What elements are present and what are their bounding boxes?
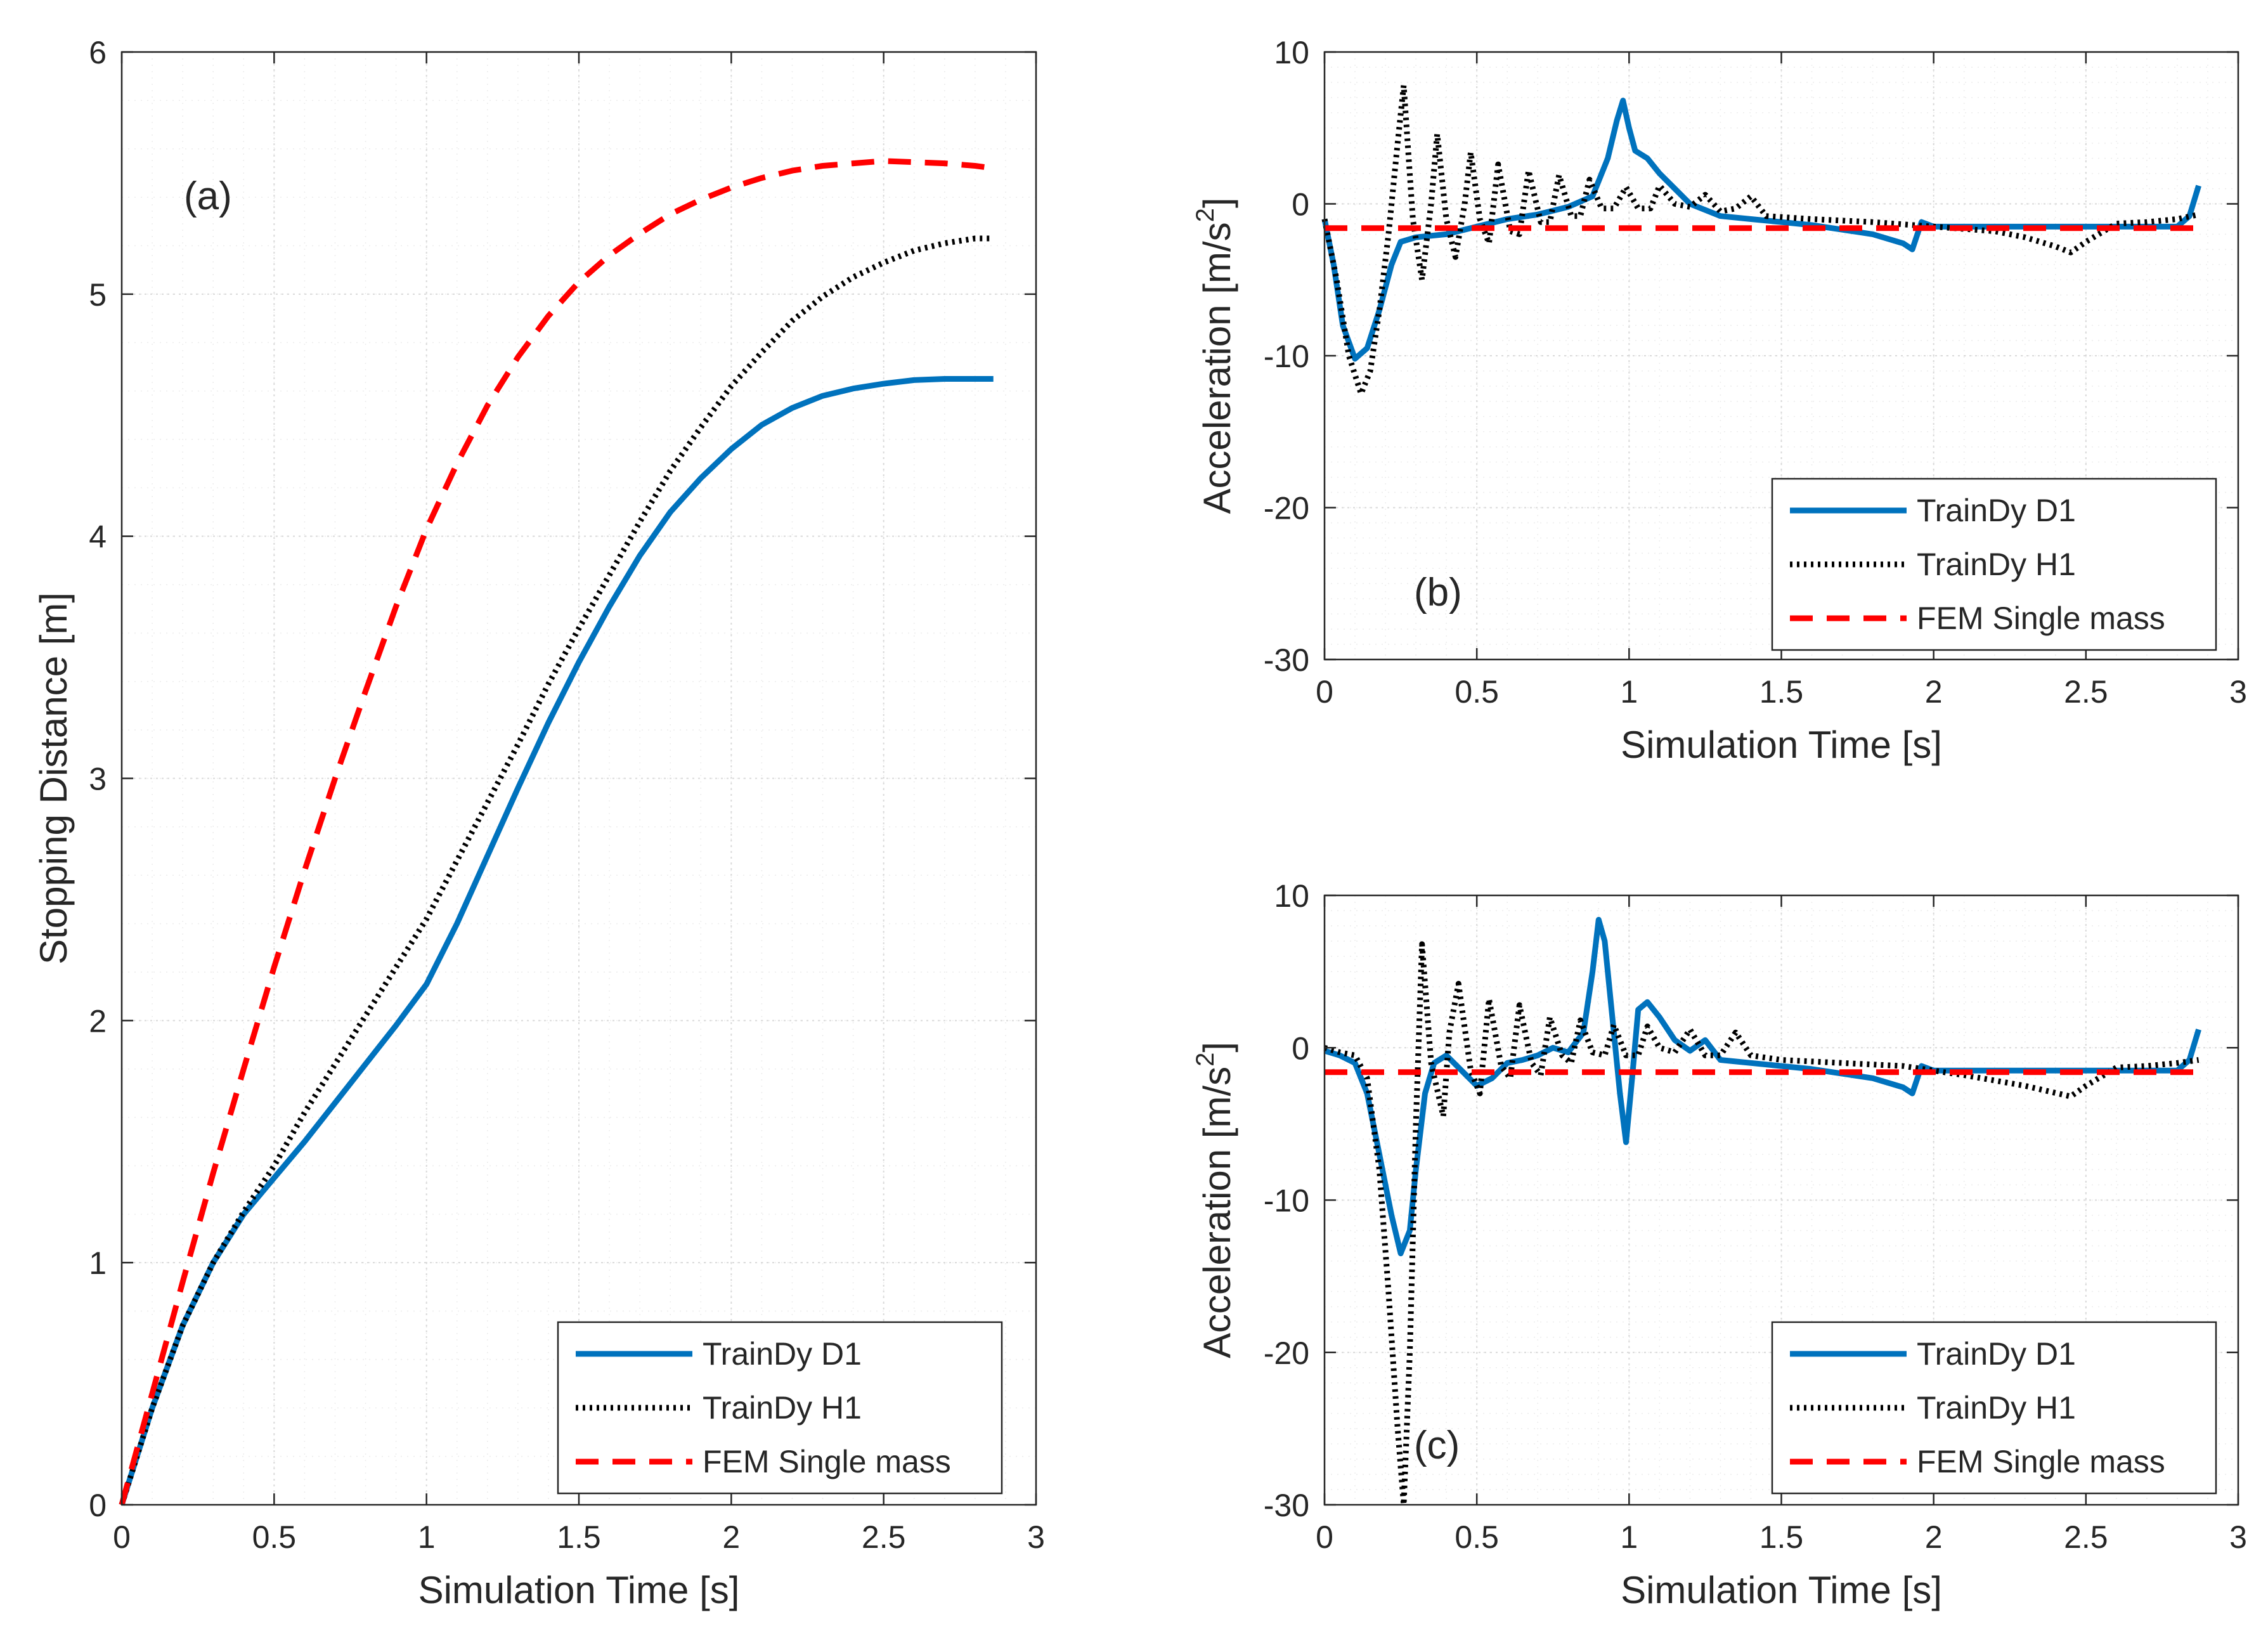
x-tick-label: 2 <box>722 1519 740 1555</box>
y-axis-label-suffix: ] <box>1196 1042 1238 1053</box>
y-axis-label-prefix: Acceleration [m/s <box>1196 222 1238 514</box>
legend-label: FEM Single mass <box>1917 1444 2165 1479</box>
legend-label: TrainDy D1 <box>1917 493 2076 528</box>
y-tick-label: 1 <box>89 1245 107 1281</box>
legend: TrainDy D1 TrainDy H1 FEM Single mass <box>1771 1321 2217 1495</box>
legend-label: TrainDy D1 <box>1917 1336 2076 1372</box>
y-tick-label: 4 <box>89 519 107 555</box>
x-tick-label: 3 <box>1027 1519 1045 1555</box>
x-tick-label: 1.5 <box>557 1519 601 1555</box>
x-tick-label: 3 <box>2229 1519 2247 1555</box>
x-tick-label: 2.5 <box>862 1519 906 1555</box>
y-tick-label: 3 <box>89 762 107 797</box>
x-tick-label: 0.5 <box>252 1519 297 1555</box>
y-axis-label: Acceleration [m/s2] <box>1191 1042 1238 1358</box>
legend: TrainDy D1 TrainDy H1 FEM Single mass <box>1771 477 2217 651</box>
y-tick-label: -10 <box>1264 339 1309 374</box>
y-tick-label: 10 <box>1274 878 1309 914</box>
x-tick-label: 0 <box>1316 674 1333 710</box>
x-tick-label: 1.5 <box>1759 674 1804 710</box>
y-tick-label: -30 <box>1264 1488 1309 1523</box>
legend-label: TrainDy D1 <box>703 1336 862 1372</box>
x-tick-label: 0.5 <box>1455 674 1499 710</box>
series-line-traindy-h1 <box>1323 941 2200 1508</box>
legend-label: FEM Single mass <box>703 1444 951 1479</box>
y-tick-label: 6 <box>89 35 107 70</box>
x-tick-label: 3 <box>2229 674 2247 710</box>
y-tick-label: -30 <box>1264 642 1309 678</box>
y-tick-label: 5 <box>89 277 107 313</box>
x-axis-label: Simulation Time [s] <box>1621 1569 1942 1611</box>
legend-label: FEM Single mass <box>1917 601 2165 636</box>
y-tick-label: 0 <box>1292 187 1309 223</box>
y-tick-label: -20 <box>1264 491 1309 526</box>
x-tick-label: 1.5 <box>1759 1519 1804 1555</box>
chart-panel-a: 0 0.5 1 1.5 2 2.5 3 0 1 2 3 4 5 6 Simulation Time [s] S… <box>32 35 1045 1611</box>
y-axis-label: Acceleration [m/s2] <box>1191 197 1238 514</box>
series-line-fem-single-mass <box>119 158 994 1506</box>
y-tick-label: 0 <box>1292 1030 1309 1066</box>
x-tick-label: 2 <box>1925 674 1943 710</box>
legend-label: TrainDy H1 <box>1917 547 2076 582</box>
x-tick-label: 1 <box>1620 674 1638 710</box>
x-tick-label: 2.5 <box>2064 674 2108 710</box>
x-tick-label: 1 <box>418 1519 436 1555</box>
x-tick-label: 0 <box>113 1519 131 1555</box>
chart-panel-b: 0 0.5 1 1.5 2 2.5 3 -30 -20 -10 0 10 Simulation Time… <box>1191 35 2247 766</box>
series-group <box>1323 916 2201 1508</box>
x-tick-label: 0 <box>1316 1519 1333 1555</box>
y-tick-label: -20 <box>1264 1335 1309 1371</box>
y-tick-label: -10 <box>1264 1183 1309 1219</box>
y-axis-label: Stopping Distance [m] <box>32 592 75 965</box>
y-tick-label: 10 <box>1274 35 1309 70</box>
series-group <box>119 158 994 1506</box>
panel-label: (b) <box>1414 571 1462 614</box>
y-axis-label-suffix: ] <box>1196 197 1238 208</box>
series-line-traindy-d1 <box>1321 98 2201 362</box>
legend-label: TrainDy H1 <box>703 1390 862 1426</box>
legend: TrainDy D1 TrainDy H1 FEM Single mass <box>557 1321 1003 1495</box>
x-tick-label: 0.5 <box>1455 1519 1499 1555</box>
series-line-traindy-d1 <box>119 376 994 1506</box>
y-axis-label-superscript: 2 <box>1191 208 1219 222</box>
x-axis-label: Simulation Time [s] <box>1621 724 1942 766</box>
x-axis-label: Simulation Time [s] <box>418 1569 740 1611</box>
panel-label: (c) <box>1414 1424 1460 1467</box>
y-tick-label: 2 <box>89 1003 107 1039</box>
legend-label: TrainDy H1 <box>1917 1390 2076 1426</box>
series-group <box>1321 82 2201 397</box>
panel-label: (a) <box>184 174 232 218</box>
series-line-traindy-h1 <box>1321 82 2200 397</box>
x-tick-label: 2.5 <box>2064 1519 2108 1555</box>
y-tick-label: 0 <box>89 1488 107 1523</box>
x-tick-label: 2 <box>1925 1519 1943 1555</box>
series-line-traindy-h1 <box>119 235 994 1506</box>
grid <box>121 51 1037 1505</box>
x-tick-label: 1 <box>1620 1519 1638 1555</box>
series-line-traindy-d1 <box>1323 916 2201 1257</box>
chart-panel-c: 0 0.5 1 1.5 2 2.5 3 -30 -20 -10 0 10 Simulation Time… <box>1191 878 2247 1611</box>
y-axis-label-superscript: 2 <box>1191 1053 1219 1067</box>
y-axis-label-prefix: Acceleration [m/s <box>1196 1067 1238 1358</box>
